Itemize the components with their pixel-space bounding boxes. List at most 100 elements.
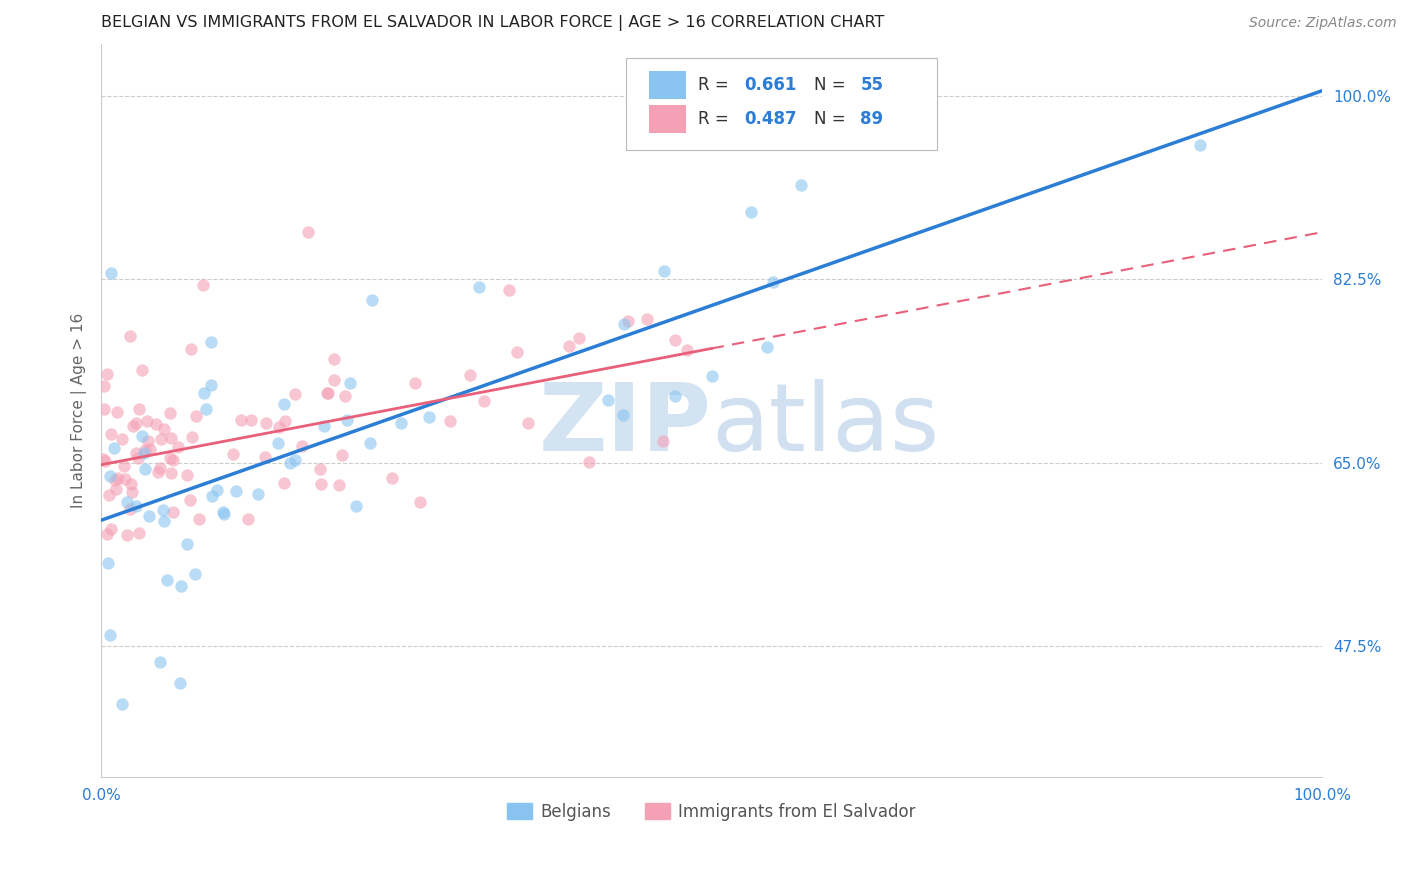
Point bbox=[651, 434, 673, 449]
Text: R =: R = bbox=[699, 76, 734, 94]
Point bbox=[314, 418, 336, 433]
Point bbox=[121, 418, 143, 433]
Point bbox=[134, 462, 156, 476]
Point bbox=[333, 389, 356, 403]
Point bbox=[162, 504, 184, 518]
Point bbox=[131, 363, 153, 377]
Point bbox=[558, 339, 581, 353]
Point bbox=[200, 334, 222, 349]
Point bbox=[180, 342, 202, 356]
Point bbox=[97, 488, 120, 502]
Point bbox=[152, 503, 174, 517]
Point bbox=[815, 135, 838, 149]
Point bbox=[297, 225, 319, 239]
Point bbox=[153, 422, 176, 436]
Point bbox=[160, 431, 183, 445]
Point bbox=[404, 376, 426, 391]
Point bbox=[273, 397, 295, 411]
Point bbox=[98, 628, 121, 642]
Point bbox=[149, 432, 172, 446]
Point bbox=[568, 331, 591, 345]
Point bbox=[578, 455, 600, 469]
Point bbox=[128, 526, 150, 541]
Point bbox=[114, 472, 136, 486]
Point bbox=[128, 401, 150, 416]
Point bbox=[344, 499, 367, 513]
Text: N =: N = bbox=[814, 111, 851, 128]
Point bbox=[121, 484, 143, 499]
Bar bbox=[650, 70, 686, 99]
Point bbox=[100, 522, 122, 536]
Point bbox=[184, 566, 207, 581]
Point bbox=[112, 458, 135, 473]
Point bbox=[125, 499, 148, 513]
Point bbox=[97, 557, 120, 571]
Point bbox=[323, 373, 346, 387]
Point bbox=[96, 367, 118, 381]
Point bbox=[328, 478, 350, 492]
Point bbox=[176, 537, 198, 551]
Point bbox=[311, 477, 333, 491]
Point bbox=[170, 579, 193, 593]
Point bbox=[676, 343, 699, 357]
Point bbox=[409, 495, 432, 509]
Point bbox=[1188, 138, 1211, 153]
Point bbox=[100, 468, 122, 483]
Point bbox=[517, 417, 540, 431]
Point bbox=[93, 379, 115, 393]
Point bbox=[145, 417, 167, 432]
Point bbox=[318, 386, 340, 401]
Point bbox=[359, 436, 381, 450]
Y-axis label: In Labor Force | Age > 16: In Labor Force | Age > 16 bbox=[72, 312, 87, 508]
FancyBboxPatch shape bbox=[626, 58, 938, 150]
Point bbox=[187, 512, 209, 526]
Point bbox=[103, 441, 125, 455]
Point bbox=[136, 414, 159, 428]
Text: 0.661: 0.661 bbox=[744, 76, 797, 94]
Point bbox=[153, 514, 176, 528]
Point bbox=[761, 275, 783, 289]
Legend: Belgians, Immigrants from El Salvador: Belgians, Immigrants from El Salvador bbox=[501, 796, 922, 827]
Point bbox=[167, 440, 190, 454]
Point bbox=[467, 280, 489, 294]
Point bbox=[105, 405, 128, 419]
Point bbox=[700, 368, 723, 383]
Point bbox=[115, 528, 138, 542]
Text: R =: R = bbox=[699, 111, 734, 128]
Point bbox=[194, 401, 217, 416]
Point bbox=[125, 445, 148, 459]
Point bbox=[740, 204, 762, 219]
Point bbox=[498, 283, 520, 297]
Point bbox=[323, 351, 346, 366]
Point bbox=[756, 340, 779, 354]
Point bbox=[100, 426, 122, 441]
Point bbox=[458, 368, 481, 382]
Point bbox=[221, 447, 243, 461]
Point bbox=[246, 487, 269, 501]
Point bbox=[439, 414, 461, 428]
Point bbox=[506, 345, 529, 359]
Text: 55: 55 bbox=[860, 76, 883, 94]
Point bbox=[278, 456, 301, 470]
Point bbox=[156, 573, 179, 587]
Point bbox=[613, 317, 636, 331]
Point bbox=[212, 505, 235, 519]
Point bbox=[339, 376, 361, 390]
Point bbox=[107, 471, 129, 485]
Point bbox=[134, 443, 156, 458]
Point bbox=[612, 409, 634, 423]
Point bbox=[472, 393, 495, 408]
Point bbox=[180, 430, 202, 444]
Point bbox=[176, 468, 198, 483]
Text: 89: 89 bbox=[860, 111, 883, 128]
Point bbox=[315, 386, 337, 401]
Point bbox=[654, 264, 676, 278]
Point bbox=[200, 489, 222, 503]
Point bbox=[159, 451, 181, 466]
Point bbox=[125, 416, 148, 430]
Point bbox=[93, 401, 115, 416]
Point bbox=[225, 483, 247, 498]
Point bbox=[267, 435, 290, 450]
Point bbox=[91, 451, 114, 466]
Text: 0.487: 0.487 bbox=[744, 111, 797, 128]
